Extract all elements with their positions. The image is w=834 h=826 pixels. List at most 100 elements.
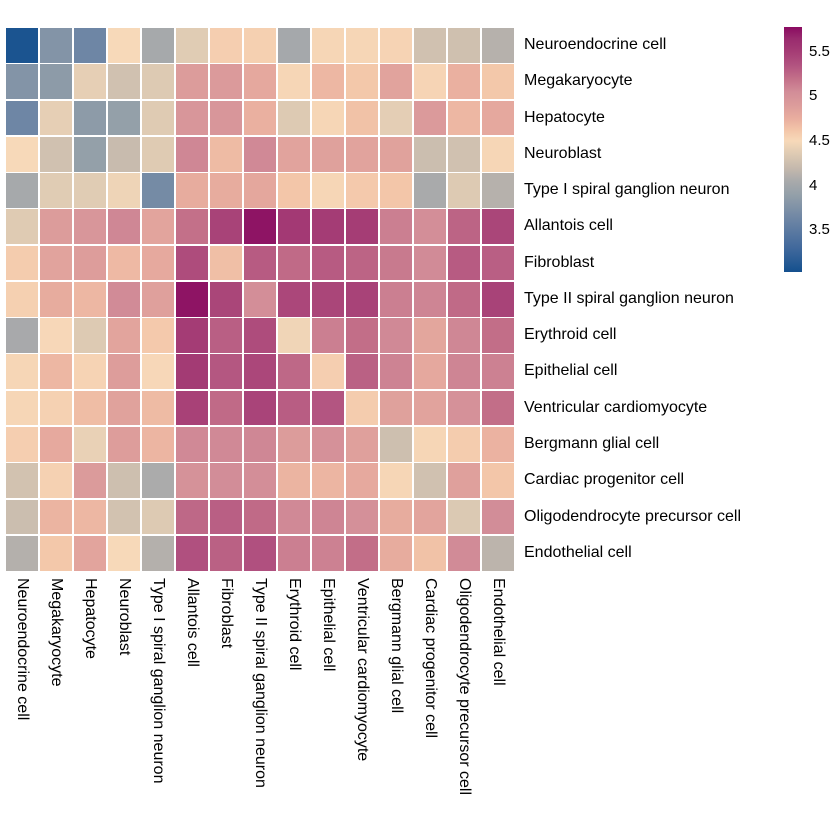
heatmap-cell: [5, 208, 39, 246]
heatmap-cell: [175, 99, 209, 137]
col-label: Erythroid cell: [277, 578, 311, 826]
heatmap-cell: [39, 317, 73, 354]
heatmap-cell: [447, 353, 481, 391]
colorbar-tick-label: 4: [809, 176, 818, 194]
heatmap-cell: [379, 244, 413, 282]
heatmap-cell: [175, 462, 209, 499]
heatmap-cell: [175, 244, 209, 282]
heatmap-cell: [209, 208, 243, 246]
heatmap-cell: [5, 244, 39, 282]
row-label: Type I spiral ganglion neuron: [524, 181, 730, 199]
col-label: Type II spiral ganglion neuron: [243, 578, 277, 826]
heatmap-cell: [141, 208, 175, 246]
heatmap-cell: [277, 63, 311, 101]
heatmap-cell: [141, 425, 175, 463]
row-label: Cardiac progenitor cell: [524, 471, 685, 489]
heatmap-cell: [209, 498, 243, 536]
heatmap-cell: [413, 135, 447, 173]
heatmap-cell: [107, 99, 141, 137]
heatmap-cell: [311, 353, 345, 391]
heatmap-cell: [107, 353, 141, 391]
heatmap-cell: [141, 27, 175, 64]
heatmap-cell: [175, 317, 209, 354]
heatmap-cell: [447, 498, 481, 536]
heatmap-grid: [5, 27, 515, 572]
heatmap-cell: [311, 280, 345, 318]
heatmap-cell: [5, 353, 39, 391]
heatmap-cell: [277, 498, 311, 536]
heatmap-cell: [209, 389, 243, 427]
col-label-text: Endothelial cell: [490, 578, 507, 686]
heatmap-cell: [481, 389, 515, 427]
heatmap-cell: [107, 63, 141, 101]
heatmap-cell: [39, 389, 73, 427]
heatmap-cell: [73, 425, 107, 463]
col-label: Megakaryocyte: [39, 578, 73, 826]
heatmap-cell: [39, 498, 73, 536]
heatmap-cell: [243, 462, 277, 499]
heatmap-cell: [447, 172, 481, 209]
heatmap-cell: [311, 63, 345, 101]
heatmap-cell: [345, 353, 379, 391]
heatmap-cell: [311, 534, 345, 572]
heatmap-cell: [413, 534, 447, 572]
heatmap-cell: [175, 27, 209, 64]
heatmap-cell: [311, 498, 345, 536]
heatmap-cell: [345, 208, 379, 246]
heatmap-cell: [39, 135, 73, 173]
heatmap-cell: [175, 425, 209, 463]
heatmap-cell: [277, 353, 311, 391]
heatmap-cell: [243, 317, 277, 354]
heatmap-cell: [413, 462, 447, 499]
heatmap-cell: [243, 27, 277, 64]
col-label: Ventricular cardiomyocyte: [345, 578, 379, 826]
heatmap-cell: [481, 280, 515, 318]
row-label: Type II spiral ganglion neuron: [524, 289, 734, 307]
heatmap-cell: [379, 389, 413, 427]
heatmap-cell: [107, 498, 141, 536]
colorbar-gradient: [784, 27, 802, 272]
heatmap-cell: [39, 280, 73, 318]
colorbar-tick-label: 3.5: [809, 221, 830, 239]
row-label: Megakaryocyte: [524, 72, 633, 90]
heatmap-cell: [107, 534, 141, 572]
heatmap-cell: [447, 317, 481, 354]
heatmap-cell: [379, 534, 413, 572]
col-label-text: Epithelial cell: [320, 578, 337, 672]
heatmap-cell: [5, 462, 39, 499]
heatmap-cell: [39, 208, 73, 246]
colorbar-tick-label: 5: [809, 87, 818, 105]
heatmap-cell: [277, 99, 311, 137]
heatmap-cell: [39, 353, 73, 391]
heatmap-cell: [39, 425, 73, 463]
heatmap-cell: [379, 208, 413, 246]
heatmap-cell: [447, 425, 481, 463]
heatmap-cell: [73, 353, 107, 391]
heatmap-cell: [481, 244, 515, 282]
heatmap-cell: [5, 425, 39, 463]
col-label-text: Neuroendocrine cell: [14, 578, 31, 721]
heatmap-cell: [243, 63, 277, 101]
heatmap-cell: [73, 317, 107, 354]
heatmap-cell: [141, 498, 175, 536]
row-label: Bergmann glial cell: [524, 434, 660, 452]
heatmap-cell: [413, 389, 447, 427]
row-labels: Neuroendocrine cell Megakaryocyte Hepatocy…: [524, 27, 784, 571]
heatmap-cell: [175, 353, 209, 391]
heatmap-cell: [481, 425, 515, 463]
col-label-text: Megakaryocyte: [48, 578, 65, 687]
heatmap-cell: [107, 317, 141, 354]
heatmap-cell: [447, 534, 481, 572]
col-label-text: Fibroblast: [218, 578, 235, 649]
heatmap-cell: [141, 172, 175, 209]
col-label: Cardiac progenitor cell: [413, 578, 447, 826]
heatmap-cell: [141, 280, 175, 318]
col-label: Endothelial cell: [481, 578, 515, 826]
heatmap-cell: [107, 280, 141, 318]
heatmap-cell: [345, 462, 379, 499]
col-label: Hepatocyte: [73, 578, 107, 826]
heatmap-cell: [413, 244, 447, 282]
col-label: Neuroblast: [107, 578, 141, 826]
row-label: Neuroblast: [524, 144, 602, 162]
